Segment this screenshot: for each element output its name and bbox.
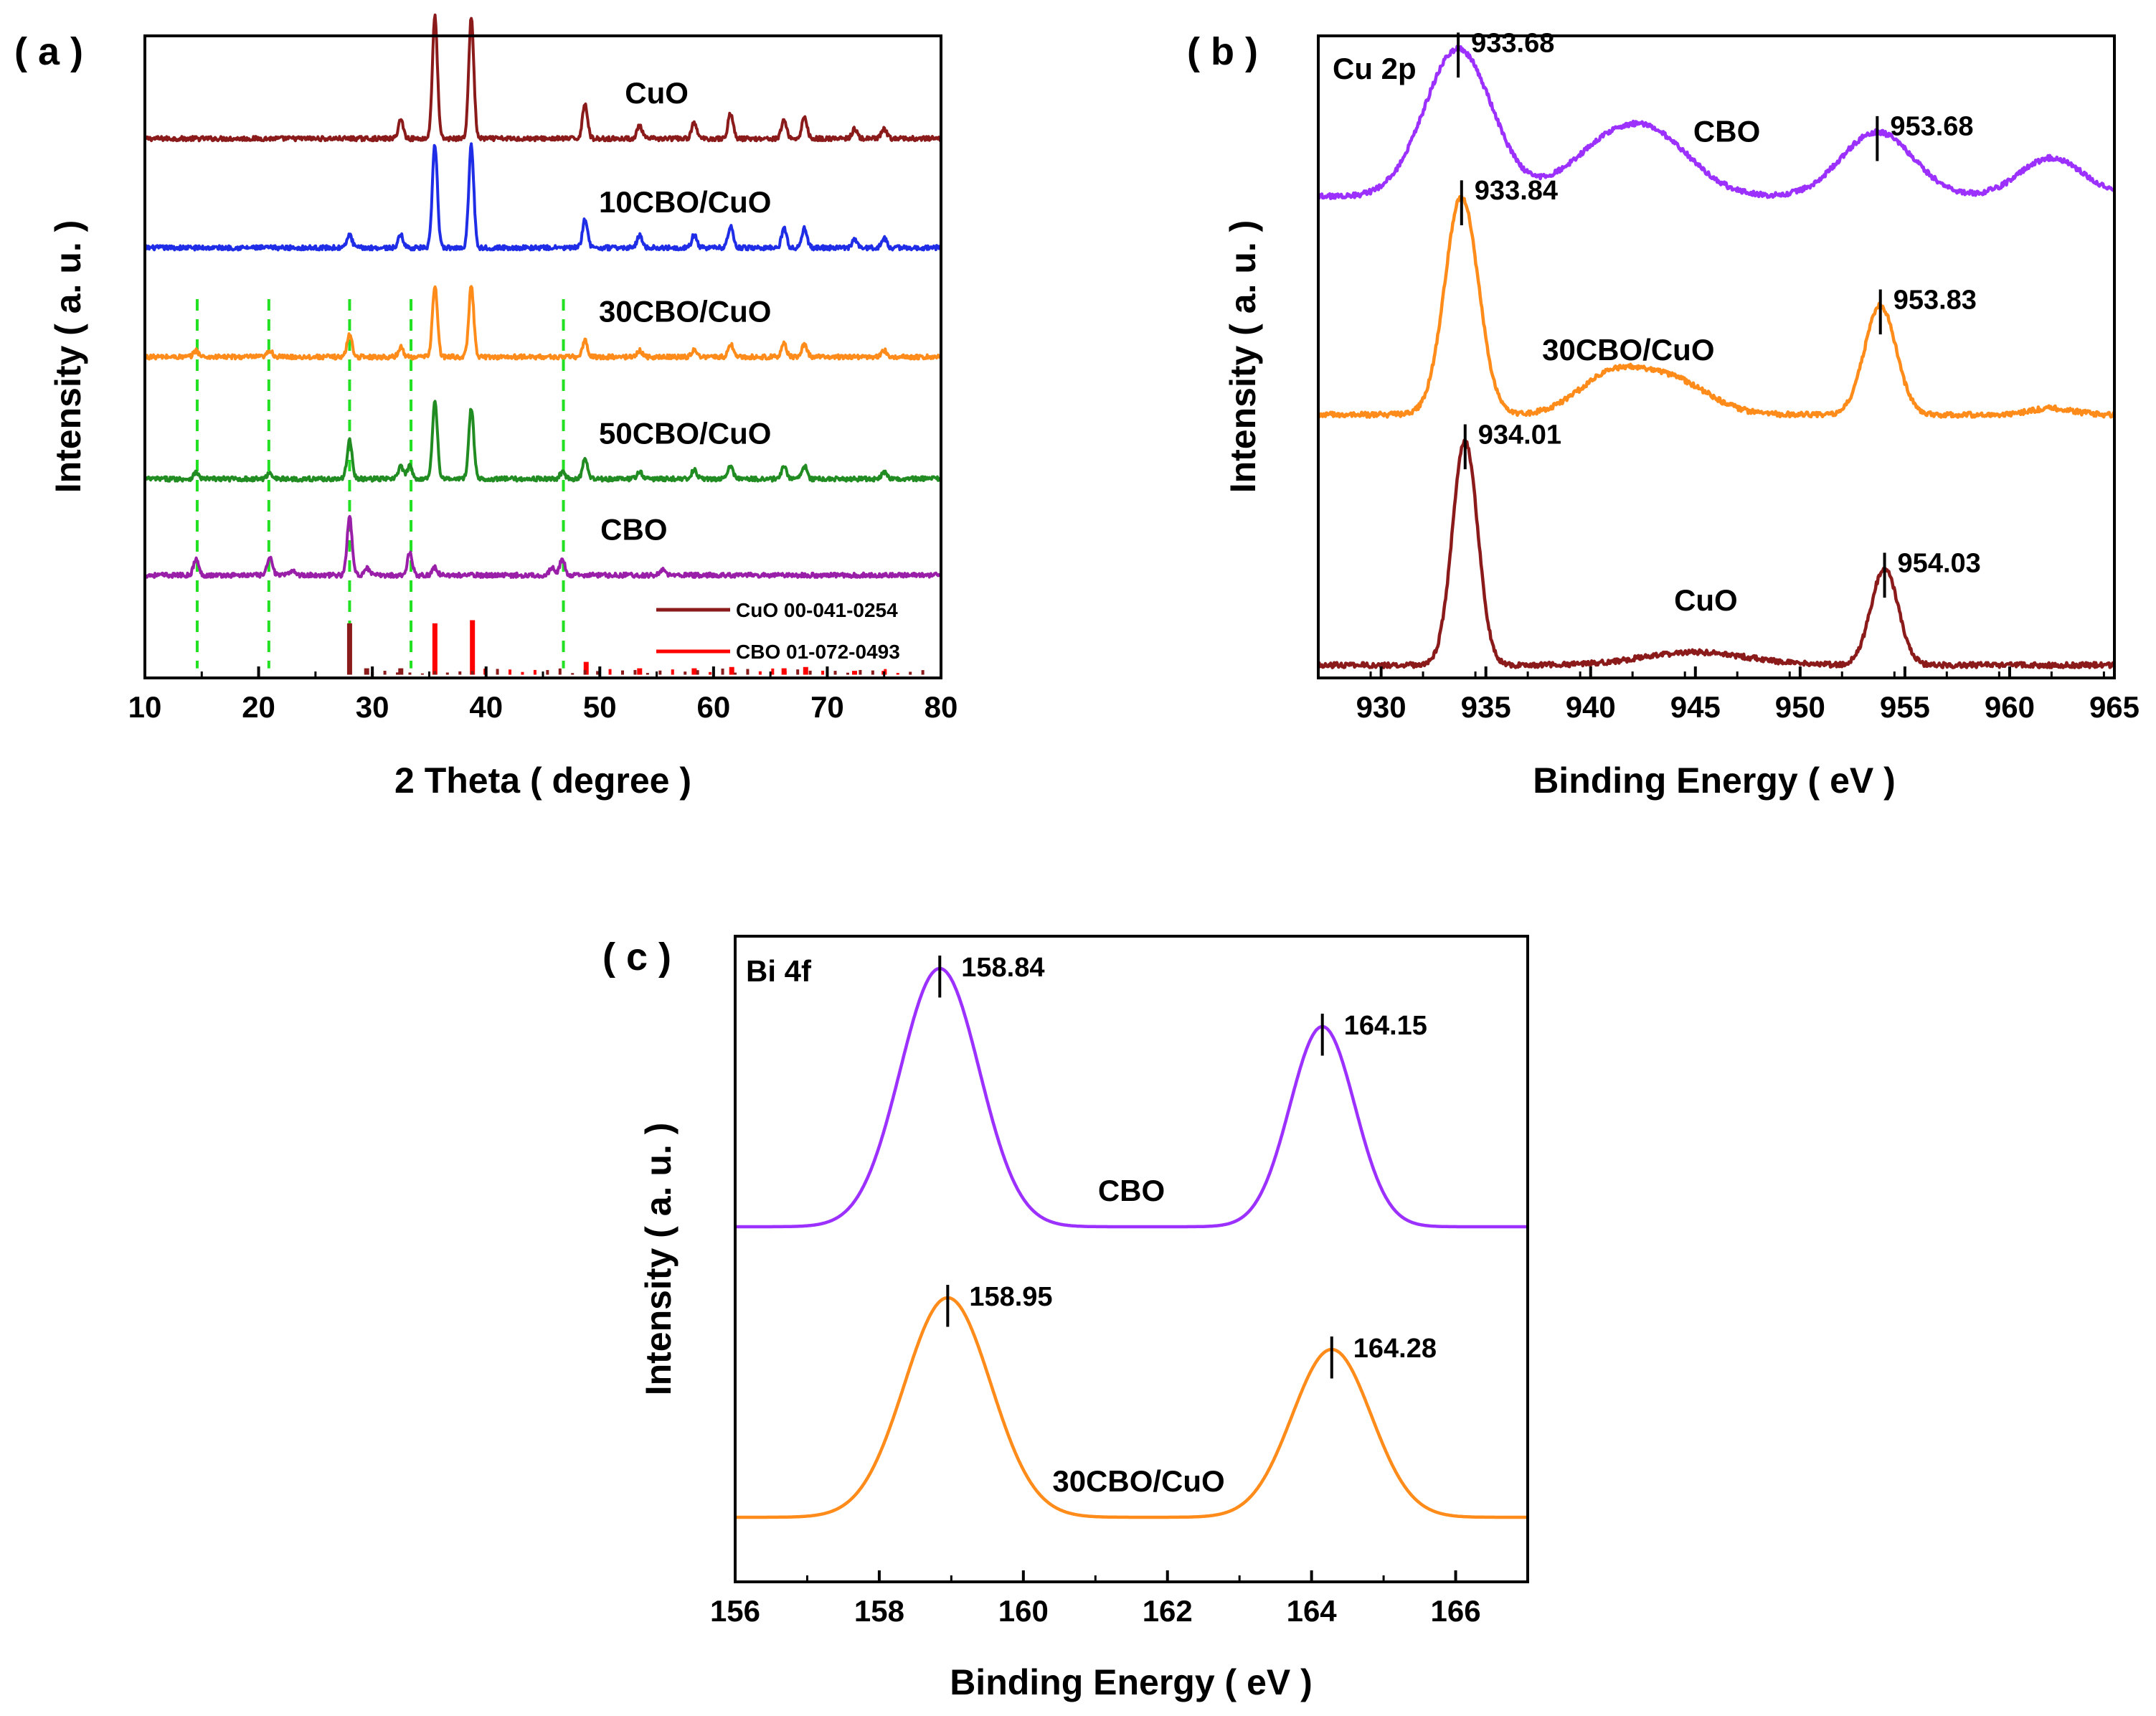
x-tick-label: 945 [1670, 690, 1721, 724]
x-tick-label: 50 [583, 690, 617, 724]
x-tick-label: 965 [2089, 690, 2140, 724]
series-label: CuO [1674, 583, 1738, 617]
panel-c: ( c ) CBO 158.84 164.15 30CBO/CuO 158.95 164.… [602, 935, 1529, 1702]
series-line-50cbo-cuo [143, 400, 942, 483]
peak-value-label: 933.68 [1471, 28, 1554, 58]
series-label: CBO [1693, 115, 1760, 148]
peak-value-label: 164.15 [1344, 1011, 1427, 1041]
peak-value-label: 954.03 [1898, 548, 1981, 578]
peak-value-label: 934.01 [1478, 420, 1561, 450]
panel-b: ( b ) CBO 933.68 953.68 30CBO/CuO 933.84 953.… [1187, 28, 2140, 801]
x-tick-label: 940 [1566, 690, 1616, 724]
panel-c-x-axis: 156 158 160 162 164 166 [710, 1570, 1529, 1628]
series-line-cbo [1317, 44, 2117, 201]
panel-b-corner-label: Cu 2p [1333, 52, 1417, 85]
peak-value-label: 158.84 [961, 953, 1044, 983]
legend-label: CuO 00-041-0254 [736, 599, 898, 621]
x-tick-label: 30 [356, 690, 389, 724]
panel-a-x-title: 2 Theta ( degree ) [394, 760, 691, 801]
peak-value-label: 933.84 [1475, 176, 1558, 206]
x-tick-label: 20 [242, 690, 275, 724]
x-tick-label: 166 [1431, 1594, 1481, 1628]
series-line-10cbo-cuo [143, 142, 942, 252]
series-label: 50CBO/CuO [599, 416, 771, 450]
x-tick-label: 70 [810, 690, 844, 724]
panel-c-x-title: Binding Energy ( eV ) [950, 1662, 1313, 1702]
panel-b-x-title: Binding Energy ( eV ) [1533, 760, 1896, 801]
series-line-cbo [143, 514, 942, 579]
panel-b-plot-area: CBO 933.68 953.68 30CBO/CuO 933.84 953.83 CuO 9… [1316, 28, 2117, 669]
series-label: 30CBO/CuO [1542, 333, 1714, 367]
x-tick-label: 935 [1461, 690, 1511, 724]
series-line-cuo [143, 13, 942, 143]
x-tick-label: 950 [1775, 690, 1825, 724]
series-line-cbo [734, 966, 1529, 1229]
series-line-30cbo-cuo [143, 285, 942, 361]
series-label: CBO [1098, 1174, 1165, 1207]
peak-value-label: 953.83 [1893, 285, 1977, 315]
panel-a-plot-area: CuO 10CBO/CuO 30CBO/CuO 50CBO/CuO CBO CuO 00-… [143, 13, 942, 675]
x-tick-label: 40 [469, 690, 503, 724]
peak-value-label: 953.68 [1890, 112, 1973, 142]
panel-c-corner-label: Bi 4f [746, 954, 812, 988]
panel-a: ( a ) CuO10CBO/CuO30CBO/CuO50CBO/CuOCBOC… [14, 13, 958, 801]
series-label: 30CBO/CuO [1052, 1464, 1224, 1498]
panel-c-axes-frame [734, 935, 1529, 1583]
x-tick-label: 162 [1143, 1594, 1193, 1628]
series-label: CuO [625, 76, 689, 110]
series-line-30cbo-cuo [1316, 194, 2116, 419]
panel-b-y-title: Intensity ( a. u. ) [1223, 220, 1263, 494]
panel-b-x-axis: 930 935 940 945 950 955 960 965 [1317, 666, 2140, 724]
x-tick-label: 60 [696, 690, 730, 724]
x-tick-label: 930 [1356, 690, 1406, 724]
panel-c-y-title: Intensity ( a. u. ) [638, 1123, 679, 1396]
x-tick-label: 160 [998, 1594, 1049, 1628]
x-tick-label: 960 [1985, 690, 2035, 724]
series-label: CBO [600, 513, 667, 547]
series-line-cuo [1316, 438, 2117, 669]
series-label: 30CBO/CuO [599, 294, 771, 328]
panel-c-label: ( c ) [602, 935, 671, 979]
series-line-30cbo-cuo [734, 1296, 1529, 1519]
x-tick-label: 80 [925, 690, 958, 724]
x-tick-label: 156 [710, 1594, 760, 1628]
x-tick-label: 955 [1880, 690, 1930, 724]
x-tick-label: 164 [1287, 1594, 1338, 1628]
peak-value-label: 158.95 [969, 1282, 1052, 1312]
peak-value-label: 164.28 [1353, 1334, 1437, 1364]
panel-c-plot-area: CBO 158.84 164.15 30CBO/CuO 158.95 164.28 [734, 953, 1529, 1519]
panel-a-label: ( a ) [14, 30, 83, 73]
panel-b-axes-frame [1317, 34, 2116, 679]
x-tick-label: 10 [128, 690, 162, 724]
panel-a-y-title: Intensity ( a. u. ) [48, 220, 88, 494]
series-label: 10CBO/CuO [599, 185, 771, 219]
panel-a-x-axis: 10 20 30 40 50 60 70 80 [128, 666, 958, 724]
legend-label: CBO 01-072-0493 [736, 641, 900, 663]
panel-b-label: ( b ) [1187, 30, 1258, 73]
x-tick-label: 158 [854, 1594, 904, 1628]
